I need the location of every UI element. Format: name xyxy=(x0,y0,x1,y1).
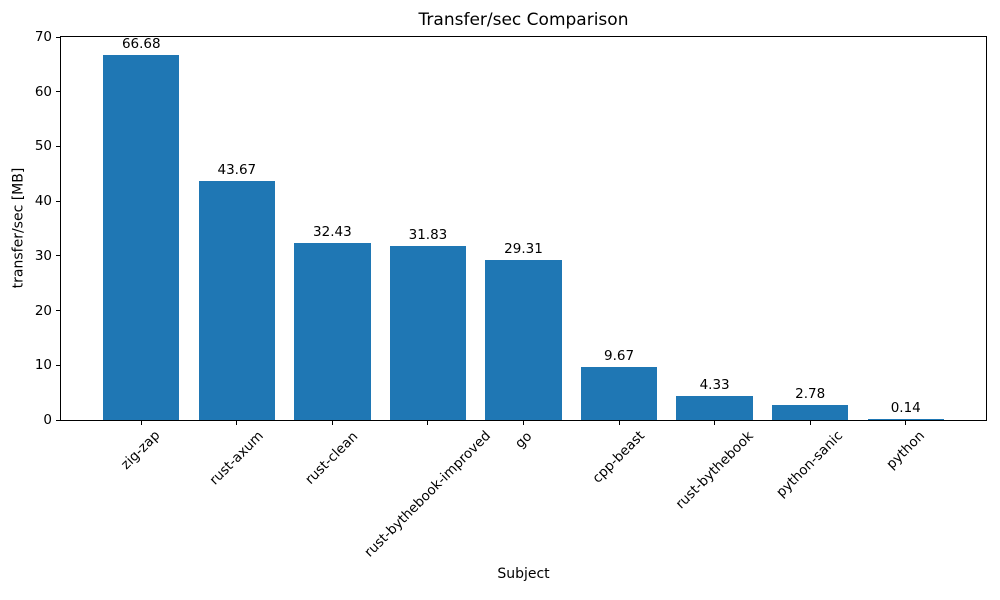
bar xyxy=(580,367,658,420)
x-tick-mark xyxy=(809,421,811,425)
y-tick-mark xyxy=(56,364,60,366)
bar xyxy=(294,242,371,420)
bar-value-label: 29.31 xyxy=(504,240,543,257)
bar xyxy=(676,396,753,420)
bar-value-label: 66.68 xyxy=(121,36,161,53)
y-tick-label: 20 xyxy=(34,302,52,319)
bar-value-label: 43.67 xyxy=(217,162,257,179)
y-tick-label: 30 xyxy=(34,247,52,264)
bar xyxy=(867,419,944,420)
x-tick-mark xyxy=(236,421,238,425)
y-tick-mark xyxy=(56,200,60,202)
bar-value-label: 4.33 xyxy=(699,377,730,394)
x-tick-label: rust-bythebook-improved xyxy=(361,428,494,561)
x-tick-label: cpp-beast xyxy=(589,428,649,487)
bar-value-label: 0.14 xyxy=(890,400,921,417)
x-tick-mark xyxy=(331,421,333,425)
y-axis-label: transfer/sec [MB] xyxy=(10,167,27,289)
x-tick-mark xyxy=(618,421,620,425)
y-tick-mark xyxy=(56,419,60,421)
y-tick-label: 0 xyxy=(43,412,52,428)
plot-area xyxy=(60,36,987,421)
x-tick-label: python xyxy=(883,427,928,473)
x-tick-mark xyxy=(523,421,524,425)
x-tick-mark xyxy=(714,421,716,425)
y-tick-mark xyxy=(56,310,60,312)
y-tick-mark xyxy=(56,255,60,257)
y-tick-label: 70 xyxy=(34,29,52,45)
y-tick-label: 50 xyxy=(34,138,52,155)
x-tick-mark xyxy=(140,421,142,425)
bar xyxy=(485,259,562,420)
bar xyxy=(103,55,180,420)
chart-title: Transfer/sec Comparison xyxy=(418,10,629,30)
x-tick-label: rust-clean xyxy=(302,428,362,488)
y-tick-label: 40 xyxy=(34,193,52,210)
bar-value-label: 31.83 xyxy=(408,226,448,243)
bar-value-label: 2.78 xyxy=(795,385,826,402)
bar xyxy=(198,181,276,420)
y-tick-mark xyxy=(56,91,60,93)
x-tick-mark xyxy=(905,421,907,425)
y-tick-label: 60 xyxy=(34,83,52,100)
bar xyxy=(389,245,467,420)
x-tick-mark xyxy=(427,421,429,425)
y-tick-mark xyxy=(56,145,60,147)
bar-value-label: 9.67 xyxy=(604,348,635,365)
x-tick-label: go xyxy=(511,428,535,452)
bar xyxy=(771,404,849,420)
x-tick-label: zig-zap xyxy=(118,427,164,474)
x-axis-label: Subject xyxy=(497,566,550,582)
y-tick-mark xyxy=(56,36,60,38)
bar-value-label: 32.43 xyxy=(313,223,352,240)
x-tick-label: python-sanic xyxy=(773,427,847,501)
y-tick-label: 10 xyxy=(34,357,52,374)
x-tick-label: rust-bythebook xyxy=(672,428,757,513)
x-tick-label: rust-axum xyxy=(206,427,267,489)
